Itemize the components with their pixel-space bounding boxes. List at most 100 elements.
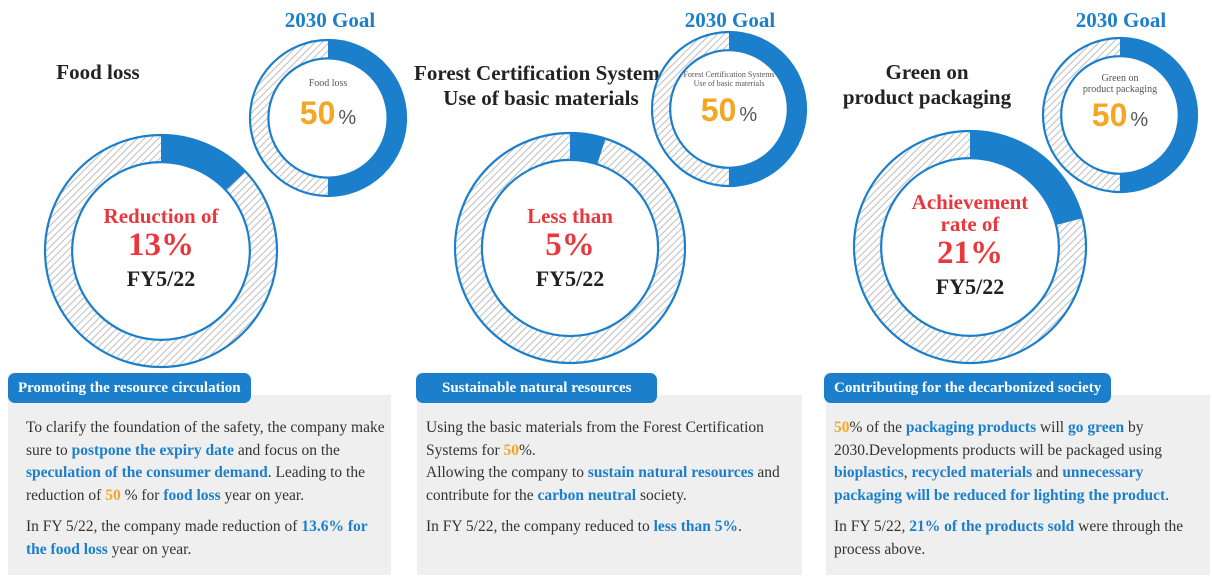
section-tag: Contributing for the decarbonized societ…: [824, 373, 1112, 403]
ring-progress-arc: [249, 39, 407, 197]
text-segment: ,: [903, 464, 912, 481]
goal-ring-label: Forest Certification Systems Use of basic…: [669, 70, 789, 88]
highlight-text: 13.6% for the food loss: [26, 518, 368, 558]
current-ring-text: Achievement rate of 21% FY5/22: [880, 191, 1060, 301]
goal-value-number: 50: [299, 95, 336, 131]
description-paragraph: 50% of the packaging products will go gr…: [834, 417, 1206, 507]
current-ring-year: FY5/22: [535, 266, 605, 291]
goal-value-number: 50: [1091, 97, 1128, 133]
text-segment: were through the process above.: [834, 518, 1184, 558]
text-segment: Allowing the company to: [426, 464, 588, 481]
description-text: 50% of the packaging products will go gr…: [834, 417, 1206, 570]
description-paragraph: In FY 5/22, the company reduced to less …: [426, 516, 798, 539]
goal-value-unit: %: [338, 107, 357, 129]
text-segment: and: [1032, 464, 1063, 481]
goal-ring-value: 50%: [669, 92, 789, 129]
goal-ring-value: 50%: [268, 95, 388, 132]
ring-progress-arc: [455, 133, 685, 363]
goal-ring-text: Green on product packaging 50%: [1060, 73, 1180, 134]
goal-ring: [248, 38, 408, 198]
goal-ring-label-line: Forest Certification Systems: [683, 70, 775, 79]
text-segment: %.: [519, 441, 536, 459]
panel-forest-certification: Forest Certification Systems Use of basi…: [408, 0, 808, 581]
section-tag: Promoting the resource circulation: [8, 373, 251, 403]
description-paragraph: To clarify the foundation of the safety,…: [26, 417, 386, 507]
text-segment: .: [737, 518, 742, 535]
description-paragraph: In FY 5/22, the company made reduction o…: [26, 516, 386, 561]
title-line: Green on: [885, 60, 969, 84]
panel-title: Forest Certification Systems Use of basi…: [396, 61, 686, 111]
current-ring-value: 5%: [545, 227, 595, 263]
goal-ring-text: Food loss 50%: [268, 78, 388, 132]
panel-title: Food loss: [18, 60, 178, 85]
highlight-text: packaging products: [905, 419, 1037, 436]
description-box: [417, 395, 802, 575]
goal-ring: [1041, 36, 1199, 194]
description-box: [826, 395, 1210, 575]
description-paragraph: In FY 5/22, 21% of the products sold wer…: [834, 516, 1206, 561]
panel-food-loss: Food loss 2030 Goal Food loss 50% Reduct…: [0, 0, 408, 581]
highlight-text: carbon neutral: [537, 486, 637, 504]
text-segment: and contribute for the: [426, 464, 780, 504]
panel-title: Green on product packaging: [832, 60, 1022, 110]
current-ring: [852, 129, 1088, 365]
title-line: Forest Certification Systems: [414, 61, 668, 85]
text-segment: society.: [636, 486, 687, 504]
highlight-number: 50: [105, 486, 121, 504]
current-ring-caption: Achievement rate of: [880, 191, 1060, 235]
text-segment: In FY 5/22, the company reduced to: [426, 518, 654, 535]
highlight-number: 50: [503, 441, 520, 459]
caption-line: rate of: [940, 212, 1000, 236]
title-line: Use of basic materials: [443, 86, 639, 110]
text-segment: year on year.: [220, 486, 305, 504]
ring-progress-arc: [44, 134, 278, 368]
highlight-text: sustain natural resources: [587, 464, 754, 481]
current-ring-caption: Less than: [527, 204, 613, 228]
goal-ring-value: 50%: [1060, 97, 1180, 134]
highlight-text: 21% of the products sold: [909, 518, 1075, 535]
goal-value-unit: %: [739, 104, 758, 126]
current-ring-value: 21%: [937, 235, 1003, 271]
ring-progress-arc: [651, 31, 807, 187]
highlight-text: unnecessary packaging will be reduced fo…: [834, 464, 1166, 504]
text-segment: .: [1165, 486, 1170, 504]
description-text: Using the basic materials from the Fores…: [426, 417, 798, 548]
section-tag: Sustainable natural resources: [416, 373, 658, 403]
goal-value-unit: %: [1130, 109, 1149, 131]
highlight-text: recycled materials: [911, 464, 1033, 481]
current-ring-text: Reduction of 13% FY5/22: [71, 205, 251, 293]
goal-heading: 2030 Goal: [1075, 8, 1167, 32]
highlight-number: 50: [834, 419, 850, 436]
highlight-text: less than 5%: [653, 518, 738, 535]
goal-value-number: 50: [700, 92, 737, 128]
current-ring-year: FY5/22: [126, 266, 196, 291]
goal-ring-label: Green on product packaging: [1060, 73, 1180, 95]
panel-green-packaging: Green on product packaging 2030 Goal Gre…: [812, 0, 1212, 581]
description-box: [8, 395, 391, 575]
text-segment: will: [1036, 419, 1068, 436]
current-ring-year: FY5/22: [935, 274, 1005, 299]
goal-ring-text: Forest Certification Systems Use of basic…: [669, 70, 789, 129]
title-line: Food loss: [56, 60, 140, 84]
goal-heading: 2030 Goal: [284, 8, 376, 32]
caption-line: Achievement: [911, 190, 1029, 214]
highlight-text: food loss: [163, 486, 221, 504]
goal-ring-label-line: Use of basic materials: [693, 79, 765, 88]
text-segment: In FY 5/22, the company made reduction o…: [26, 518, 302, 535]
text-segment: In FY 5/22,: [834, 518, 910, 535]
current-ring: [43, 133, 279, 369]
goal-ring-label-line: Green on: [1101, 73, 1139, 84]
text-segment: % of the: [849, 419, 906, 436]
ring-progress-arc: [853, 130, 1087, 364]
goal-heading: 2030 Goal: [684, 8, 776, 32]
highlight-text: bioplastics: [834, 464, 904, 481]
ring-progress-arc: [1042, 37, 1198, 193]
description-text: To clarify the foundation of the safety,…: [26, 417, 386, 570]
current-ring-text: Less than 5% FY5/22: [480, 205, 660, 293]
current-ring-caption: Reduction of: [103, 204, 219, 228]
text-segment: To clarify the foundation of the safety,…: [26, 419, 385, 459]
goal-ring-label-line: product packaging: [1082, 84, 1158, 95]
goal-ring: [650, 30, 808, 188]
highlight-text: speculation of the consumer demand: [26, 464, 268, 481]
text-segment: % for: [120, 486, 164, 504]
